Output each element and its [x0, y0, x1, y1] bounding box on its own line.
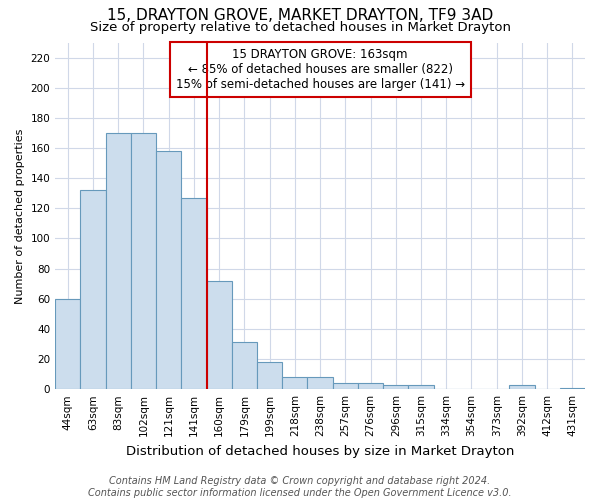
Bar [156, 151, 181, 389]
Bar [232, 342, 257, 389]
Text: Contains HM Land Registry data © Crown copyright and database right 2024.
Contai: Contains HM Land Registry data © Crown c… [88, 476, 512, 498]
Bar [560, 388, 585, 389]
Bar [282, 377, 307, 389]
Bar [307, 377, 332, 389]
Y-axis label: Number of detached properties: Number of detached properties [15, 128, 25, 304]
Bar [206, 280, 232, 389]
Bar [181, 198, 206, 389]
Bar [383, 384, 409, 389]
Bar [55, 298, 80, 389]
Bar [106, 133, 131, 389]
Bar [257, 362, 282, 389]
Bar [332, 383, 358, 389]
Bar [509, 384, 535, 389]
Bar [358, 383, 383, 389]
Text: 15, DRAYTON GROVE, MARKET DRAYTON, TF9 3AD: 15, DRAYTON GROVE, MARKET DRAYTON, TF9 3… [107, 8, 493, 22]
Bar [131, 133, 156, 389]
Text: 15 DRAYTON GROVE: 163sqm
← 85% of detached houses are smaller (822)
15% of semi-: 15 DRAYTON GROVE: 163sqm ← 85% of detach… [176, 48, 464, 90]
X-axis label: Distribution of detached houses by size in Market Drayton: Distribution of detached houses by size … [126, 444, 514, 458]
Bar [409, 384, 434, 389]
Text: Size of property relative to detached houses in Market Drayton: Size of property relative to detached ho… [89, 21, 511, 34]
Bar [80, 190, 106, 389]
